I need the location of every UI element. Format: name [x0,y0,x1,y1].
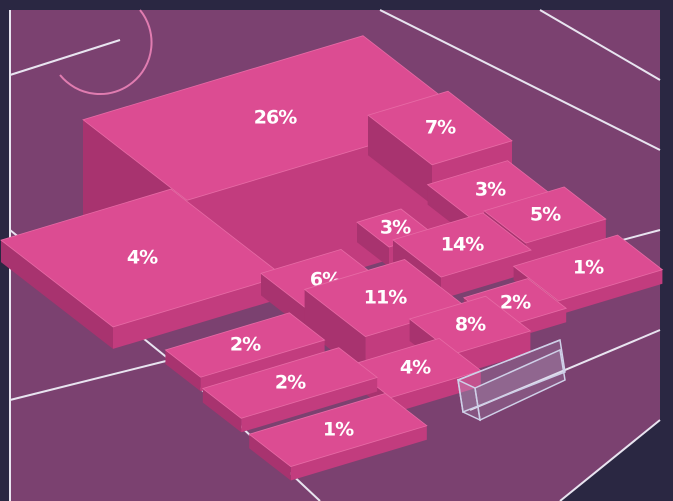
zone-label: 2% [275,372,306,394]
block-side [200,340,325,392]
zone-label: 2% [230,334,261,356]
zone-label: 4% [400,357,431,379]
zone-label: 4% [127,247,158,269]
block-side [261,273,309,333]
zone-label: 3% [475,179,506,201]
goal [457,338,566,422]
block-side [368,115,432,205]
block-side [441,250,531,300]
block-top [367,90,513,166]
zone-label: 1% [323,419,354,441]
zone-label: 26% [254,107,297,129]
block-side [558,269,663,315]
block-side [202,388,242,433]
zone-label: 2% [500,292,531,314]
block-top [512,234,664,302]
block-side [249,434,291,481]
block-top [248,393,428,467]
block-side [241,377,378,433]
zone-blocks: 26% 7%3%3%5%14%4% 1%6%11% 2%8%2%4%2%1% [0,35,664,481]
zone-label: 3% [380,217,411,239]
block-top [164,312,326,378]
block-side [1,240,113,349]
zone-label: 1% [573,257,604,279]
block-side [290,425,427,481]
zone-label: 7% [425,117,456,139]
block-top [392,212,532,278]
zone-label: 5% [530,204,561,226]
block-top [483,186,607,244]
block-side [113,275,283,349]
zone-label: 8% [455,314,486,336]
block-side [525,219,606,266]
zone-label: 14% [441,234,484,256]
centre-circle [59,9,153,96]
block-side [304,289,366,377]
zone-label: 11% [364,287,407,309]
block-side [357,222,389,267]
block-top [201,347,379,419]
block-side [165,349,201,392]
